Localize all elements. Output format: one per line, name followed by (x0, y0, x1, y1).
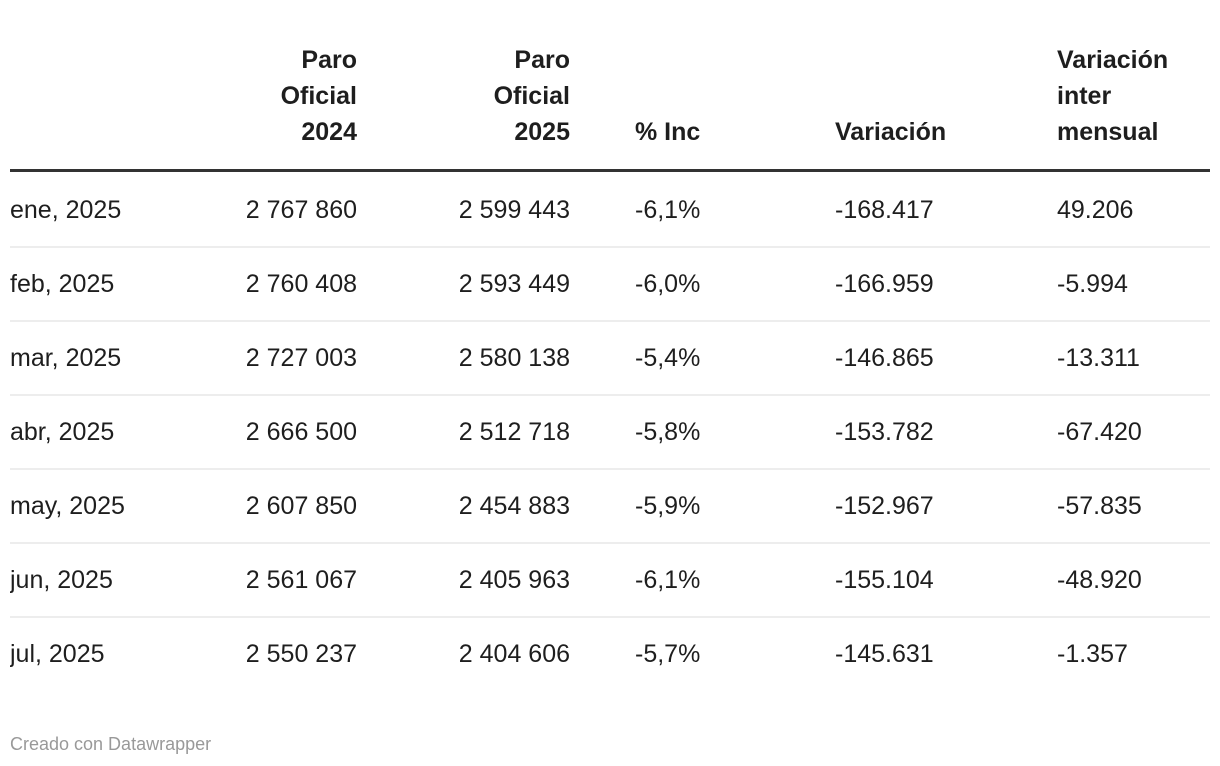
column-header-paro-oficial-2025: Paro Oficial 2025 (493, 46, 570, 146)
table-row: mar, 2025 2 727 003 2 580 138 -5,4% -146.865… (10, 321, 1210, 395)
header-row: Paro Oficial 2024 Paro Oficial 2025 % In… (10, 42, 1210, 171)
table-cell-pct-inc: -5,8% (635, 418, 701, 446)
table-row: jul, 2025 2 550 237 2 404 606 -5,7% -145.631… (10, 617, 1210, 690)
data-table: Paro Oficial 2024 Paro Oficial 2025 % In… (10, 42, 1210, 690)
table-cell-variacion-intermensual: 49.206 (1057, 196, 1134, 224)
table-cell-variacion: -168.417 (835, 196, 934, 224)
table-cell-variacion-intermensual: -5.994 (1057, 270, 1128, 298)
table-cell-paro-oficial-2025: 2 405 963 (458, 566, 570, 594)
column-header-paro-oficial-2024: Paro Oficial 2024 (280, 46, 357, 146)
table-cell-month: mar, 2025 (10, 344, 122, 372)
datawrapper-credit-link[interactable]: Creado con Datawrapper (10, 734, 212, 754)
table-cell-paro-oficial-2024: 2 666 500 (245, 418, 357, 446)
table-cell-month: may, 2025 (10, 492, 125, 520)
table-cell-month: abr, 2025 (10, 418, 115, 446)
table-cell-variacion-intermensual: -13.311 (1057, 344, 1140, 372)
table-cell-month: ene, 2025 (10, 196, 122, 224)
table-cell-paro-oficial-2024: 2 561 067 (245, 566, 357, 594)
table-cell-pct-inc: -6,1% (635, 566, 701, 594)
column-header-pct-inc: % Inc (635, 118, 701, 146)
table-cell-paro-oficial-2025: 2 580 138 (458, 344, 570, 372)
table-cell-month: feb, 2025 (10, 270, 115, 298)
table-cell-paro-oficial-2024: 2 767 860 (245, 196, 357, 224)
column-header-variacion-intermensual: Variación inter mensual (1057, 46, 1169, 146)
table-cell-paro-oficial-2025: 2 593 449 (458, 270, 570, 298)
table-cell-variacion-intermensual: -67.420 (1057, 418, 1142, 446)
table-cell-paro-oficial-2024: 2 760 408 (245, 270, 357, 298)
table-cell-paro-oficial-2025: 2 512 718 (458, 418, 570, 446)
table-cell-variacion: -153.782 (835, 418, 934, 446)
table-cell-month: jun, 2025 (10, 566, 113, 594)
table-cell-pct-inc: -5,7% (635, 640, 701, 668)
table-cell-variacion: -155.104 (835, 566, 934, 594)
table-cell-variacion-intermensual: -48.920 (1057, 566, 1142, 594)
table-cell-paro-oficial-2024: 2 727 003 (245, 344, 357, 372)
table-cell-pct-inc: -5,4% (635, 344, 701, 372)
table-cell-variacion: -152.967 (835, 492, 934, 520)
table-cell-paro-oficial-2025: 2 599 443 (458, 196, 570, 224)
table-cell-pct-inc: -5,9% (635, 492, 701, 520)
table-row: jun, 2025 2 561 067 2 405 963 -6,1% -155.104… (10, 543, 1210, 617)
table-cell-paro-oficial-2024: 2 550 237 (245, 640, 357, 668)
table-cell-pct-inc: -6,1% (635, 196, 701, 224)
table-cell-paro-oficial-2025: 2 404 606 (458, 640, 570, 668)
table-row: may, 2025 2 607 850 2 454 883 -5,9% -152.967… (10, 469, 1210, 543)
column-header-month (10, 42, 230, 171)
table-row: feb, 2025 2 760 408 2 593 449 -6,0% -166.959… (10, 247, 1210, 321)
table-cell-pct-inc: -6,0% (635, 270, 701, 298)
column-header-variacion: Variación (835, 118, 947, 146)
table-cell-variacion-intermensual: -57.835 (1057, 492, 1142, 520)
table-row: abr, 2025 2 666 500 2 512 718 -5,8% -153.782… (10, 395, 1210, 469)
table-row: ene, 2025 2 767 860 2 599 443 -6,1% -168.417… (10, 171, 1210, 248)
table-cell-variacion: -166.959 (835, 270, 934, 298)
table-cell-month: jul, 2025 (10, 640, 105, 668)
datawrapper-table-page: Paro Oficial 2024 Paro Oficial 2025 % In… (10, 42, 1210, 690)
table-cell-paro-oficial-2025: 2 454 883 (458, 492, 570, 520)
table-cell-variacion: -145.631 (835, 640, 934, 668)
table-cell-variacion-intermensual: -1.357 (1057, 640, 1128, 668)
table-body: ene, 2025 2 767 860 2 599 443 -6,1% -168.417… (10, 171, 1210, 691)
table-cell-paro-oficial-2024: 2 607 850 (245, 492, 357, 520)
table-header: Paro Oficial 2024 Paro Oficial 2025 % In… (10, 42, 1210, 171)
table-cell-variacion: -146.865 (835, 344, 934, 372)
